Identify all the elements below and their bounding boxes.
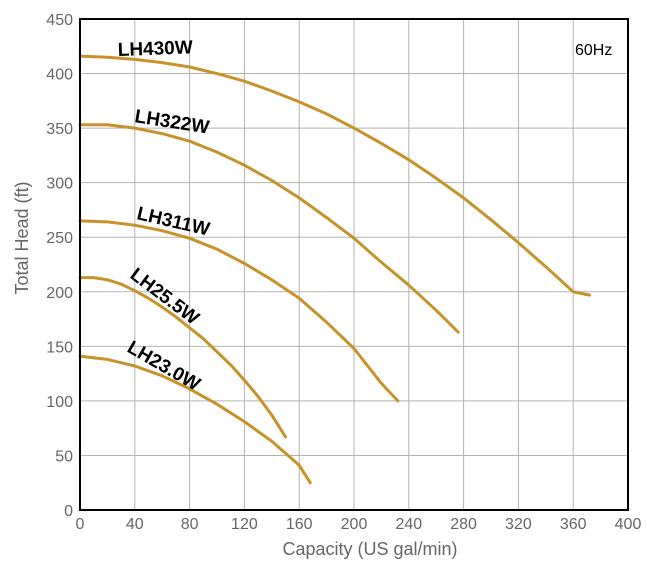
x-tick-label: 320 — [505, 516, 532, 533]
series-label: LH430W — [117, 37, 193, 61]
series-line-lh322w — [78, 123, 460, 334]
x-tick-label: 160 — [286, 516, 313, 533]
y-tick-label: 50 — [55, 448, 73, 465]
x-tick-label: 40 — [126, 516, 144, 533]
y-axis-title: Total Head (ft) — [12, 181, 32, 294]
frequency-annotation: 60Hz — [575, 42, 612, 59]
tick-labels: 0 40 80 120 160 200 240 280 320 360 400 0 50 100 150 20… — [46, 12, 641, 533]
y-tick-label: 400 — [46, 67, 73, 84]
y-tick-label: 300 — [46, 176, 73, 193]
series-line-lh430w — [78, 54, 592, 297]
y-tick-label: 250 — [46, 230, 73, 247]
x-tick-label: 80 — [181, 516, 199, 533]
y-tick-label: 0 — [64, 503, 73, 520]
series-line-lh25-5w — [78, 276, 287, 439]
series-line-lh311w — [78, 219, 400, 403]
plot-frame — [79, 18, 629, 511]
y-tick-label: 150 — [46, 339, 73, 356]
curves — [78, 54, 592, 485]
x-tick-label: 120 — [231, 516, 258, 533]
x-tick-label: 280 — [450, 516, 477, 533]
series-label: LH322W — [133, 106, 210, 138]
x-tick-label: 200 — [341, 516, 368, 533]
y-tick-label: 100 — [46, 394, 73, 411]
x-axis-title: Capacity (US gal/min) — [282, 539, 457, 559]
y-tick-label: 450 — [46, 12, 73, 29]
x-tick-label: 240 — [395, 516, 422, 533]
grid — [79, 18, 629, 511]
series-line-lh23-0w — [78, 354, 312, 485]
x-tick-label: 360 — [560, 516, 587, 533]
y-tick-label: 350 — [46, 121, 73, 138]
x-tick-label: 0 — [76, 516, 85, 533]
y-tick-label: 200 — [46, 285, 73, 302]
series-label: LH25.5W — [126, 264, 203, 329]
x-tick-label: 400 — [615, 516, 642, 533]
